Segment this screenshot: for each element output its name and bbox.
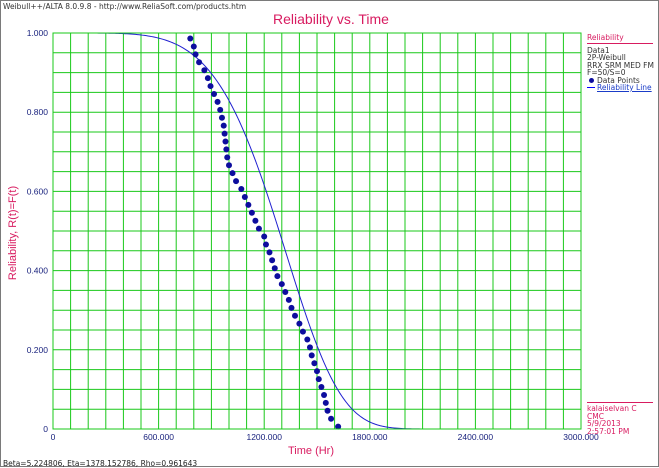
x-tick-label: 1200.000 xyxy=(246,432,282,442)
info-box: kalaiselvan C CMC 5/9/2013 2:57:01 PM xyxy=(587,402,653,435)
data-point xyxy=(311,360,318,367)
info-time: 2:57:01 PM xyxy=(587,426,630,436)
data-point xyxy=(271,265,278,272)
legend: Reliability Data1 2P-Weibull RRX SRM MED… xyxy=(587,34,654,92)
legend-line-distribution: 2P-Weibull xyxy=(587,53,626,62)
data-point xyxy=(262,241,269,248)
data-point xyxy=(314,368,320,375)
data-point xyxy=(214,98,221,105)
x-tick-label: 0 xyxy=(51,432,56,442)
legend-entry-line: Reliability Line xyxy=(587,84,653,92)
data-point xyxy=(296,320,303,327)
data-point xyxy=(238,186,245,193)
data-point xyxy=(261,233,268,240)
data-point xyxy=(255,225,262,232)
legend-line-label: Reliability Line xyxy=(597,83,652,92)
legend-line-fs: F=50/S=0 xyxy=(587,68,626,77)
data-point xyxy=(217,106,224,113)
data-point xyxy=(233,178,240,185)
window-header-text: Weibull++/ALTA 8.0.9.8 - http://www.Reli… xyxy=(3,2,247,11)
data-point xyxy=(278,281,285,288)
tick-labels-layer: 0 600.000 1200.000 1800.000 2400.000 3000.000… xyxy=(27,28,599,442)
info-company: CMC xyxy=(587,411,604,421)
data-point xyxy=(315,376,322,383)
data-point xyxy=(229,170,236,177)
y-tick-label: 0.800 xyxy=(27,107,49,117)
data-point xyxy=(196,59,203,66)
y-tick-label: 1.000 xyxy=(27,28,49,38)
data-point xyxy=(252,217,259,224)
data-point xyxy=(192,51,199,58)
x-tick-label: 600.000 xyxy=(143,432,174,442)
legend-title: Reliability xyxy=(587,34,653,44)
data-point xyxy=(223,146,230,153)
data-point xyxy=(322,399,329,406)
data-point xyxy=(269,257,276,264)
data-point xyxy=(299,328,306,335)
data-point xyxy=(292,312,298,319)
line-marker-icon xyxy=(587,87,595,89)
y-tick-label: 0.200 xyxy=(27,345,49,355)
legend-line-data-name: Data1 xyxy=(587,45,610,55)
parameters-footer: Beta=5.224806, Eta=1378.152786, Rho=0.96… xyxy=(3,459,198,468)
data-point xyxy=(308,352,315,359)
data-point xyxy=(304,336,311,343)
data-point xyxy=(221,130,228,137)
data-point xyxy=(335,423,342,430)
data-point xyxy=(318,384,325,391)
data-point xyxy=(190,43,197,50)
data-point xyxy=(224,154,231,161)
chart-title: Reliability vs. Time xyxy=(273,11,389,27)
legend-entry-points: Data Points xyxy=(587,75,653,85)
data-point xyxy=(207,83,214,90)
data-point xyxy=(321,391,328,398)
x-tick-label: 3000.000 xyxy=(563,432,599,442)
data-point xyxy=(201,67,208,74)
legend-line-method: RRX SRM MED FM xyxy=(587,60,654,70)
y-tick-label: 0.600 xyxy=(27,186,49,196)
data-point xyxy=(285,296,292,303)
plot-border xyxy=(52,32,582,430)
data-point xyxy=(274,273,281,280)
data-point xyxy=(248,209,255,216)
data-point xyxy=(241,193,248,200)
data-point xyxy=(222,138,229,145)
legend-points-label: Data Points xyxy=(597,75,640,85)
data-point xyxy=(306,344,313,351)
x-tick-label: 1800.000 xyxy=(352,432,388,442)
data-point xyxy=(220,122,227,129)
y-tick-label: 0 xyxy=(43,424,48,434)
data-point xyxy=(245,201,252,208)
data-point xyxy=(211,90,218,97)
data-point xyxy=(328,415,335,422)
data-point xyxy=(187,35,194,42)
x-axis-title: Time (Hr) xyxy=(287,445,335,457)
data-point xyxy=(226,162,232,169)
point-marker-icon xyxy=(589,77,594,83)
data-point xyxy=(324,407,331,414)
data-point xyxy=(288,304,295,311)
data-point xyxy=(266,249,273,256)
info-date: 5/9/2013 xyxy=(587,419,621,428)
x-tick-label: 2400.000 xyxy=(458,432,494,442)
data-point xyxy=(204,75,211,82)
data-points-layer xyxy=(187,35,342,430)
y-tick-label: 0.400 xyxy=(27,266,49,276)
info-user: kalaiselvan C xyxy=(587,404,637,413)
data-point xyxy=(282,288,289,295)
data-point xyxy=(218,114,225,121)
